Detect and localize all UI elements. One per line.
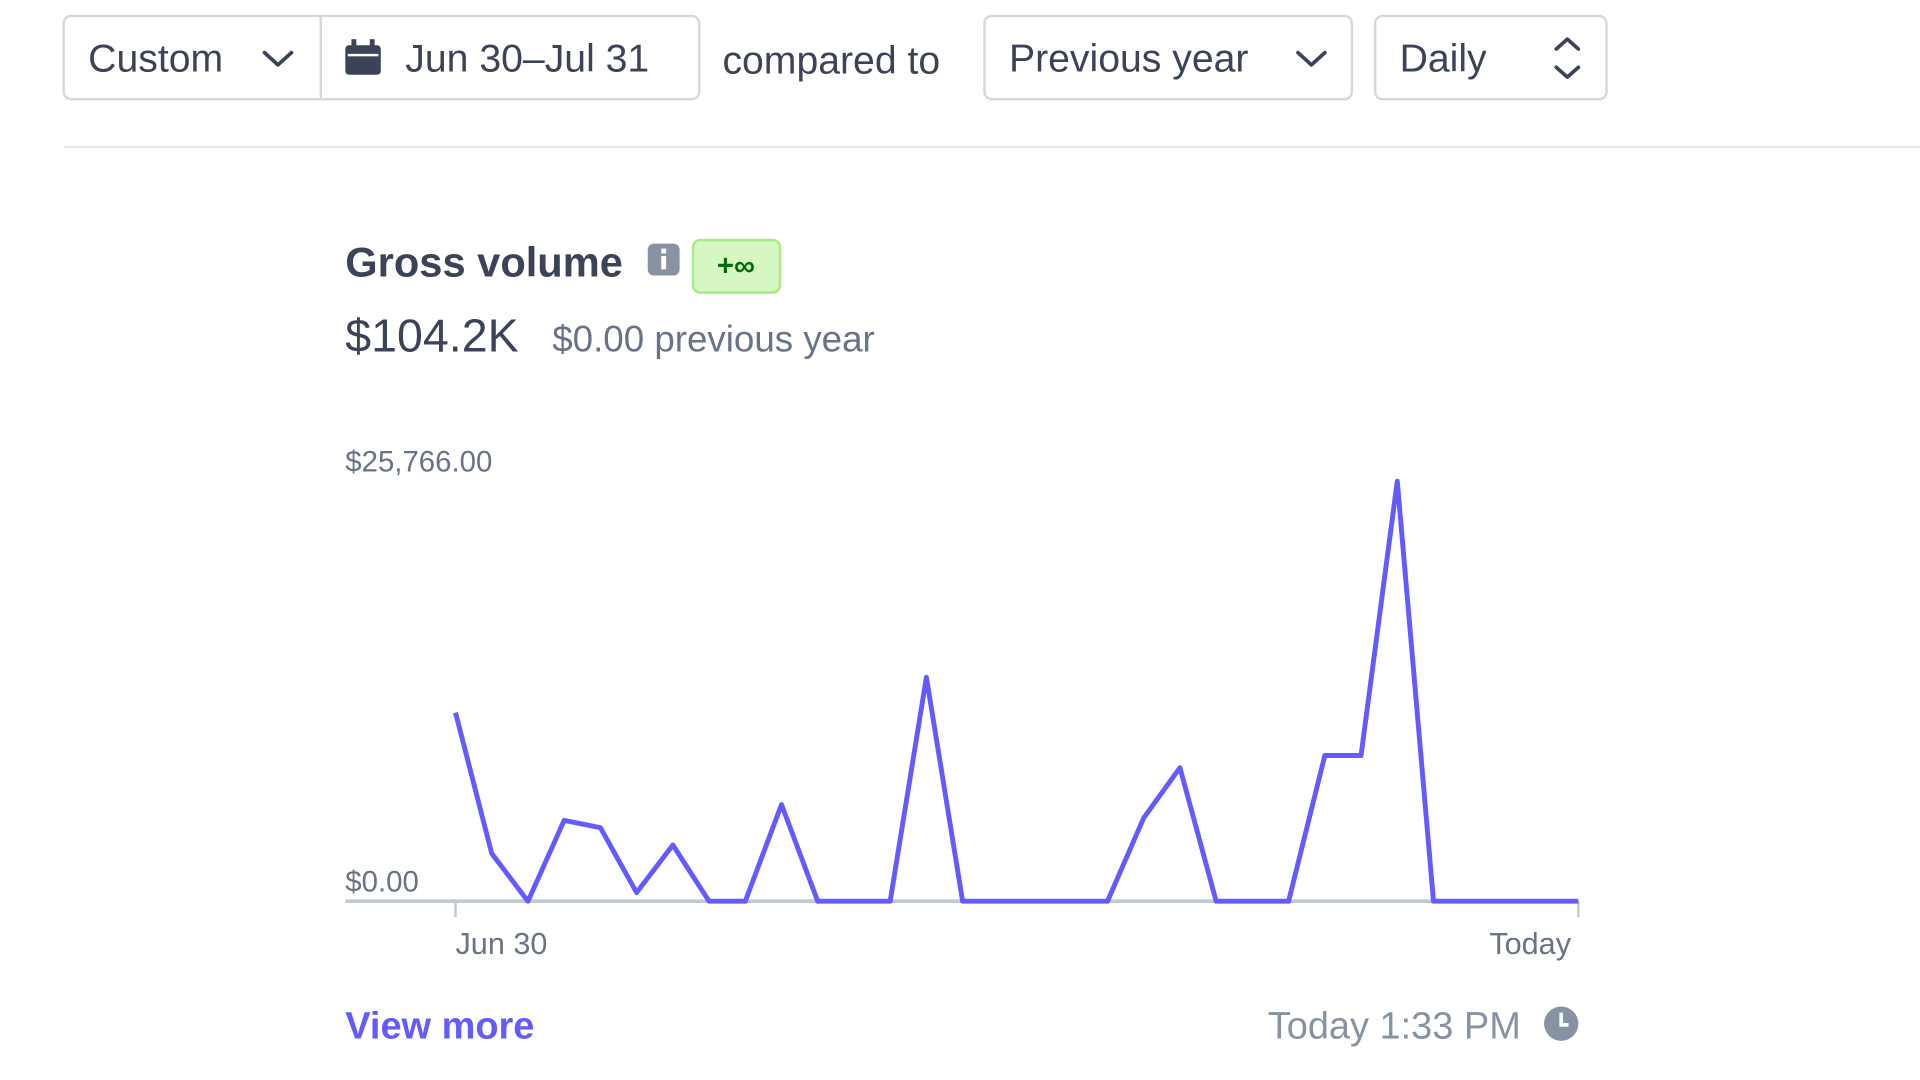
info-icon[interactable]: [647, 243, 680, 276]
change-badge: +∞: [717, 250, 755, 283]
date-range[interactable]: Jun 30–Jul 31: [405, 37, 649, 80]
comparison-value: $0.00 previous year: [552, 318, 875, 359]
calendar-icon: [345, 39, 381, 75]
chart-title: Gross volume: [345, 239, 623, 286]
compare-select[interactable]: Previous year: [1009, 37, 1249, 80]
chevron: [262, 50, 294, 67]
x-tick-label: Today: [1489, 927, 1571, 961]
interval-box: [1373, 14, 1608, 101]
x-tick-label: Jun 30: [456, 927, 548, 961]
total-value: $104.2K: [345, 309, 518, 361]
clock-icon: [1544, 1006, 1579, 1041]
y-tick-label: $25,766.00: [345, 445, 492, 478]
badge-bg: [691, 238, 782, 294]
view-more-link[interactable]: View more: [345, 1005, 534, 1047]
data-line: [453, 478, 1579, 904]
updated-time: Today 1:33 PM: [1268, 1005, 1521, 1047]
interval-select[interactable]: Daily: [1400, 37, 1487, 80]
compare-box: [983, 14, 1354, 101]
chart: $0.00 $25,766.00 Jun 30 Today: [345, 445, 1580, 961]
stepper-icon: [1554, 37, 1581, 79]
date-control: [62, 14, 701, 101]
y-tick-label: $0.00: [345, 865, 419, 898]
range-select[interactable]: Custom: [88, 37, 223, 80]
chevron: [1296, 50, 1327, 67]
compare-label: compared to: [722, 40, 940, 83]
